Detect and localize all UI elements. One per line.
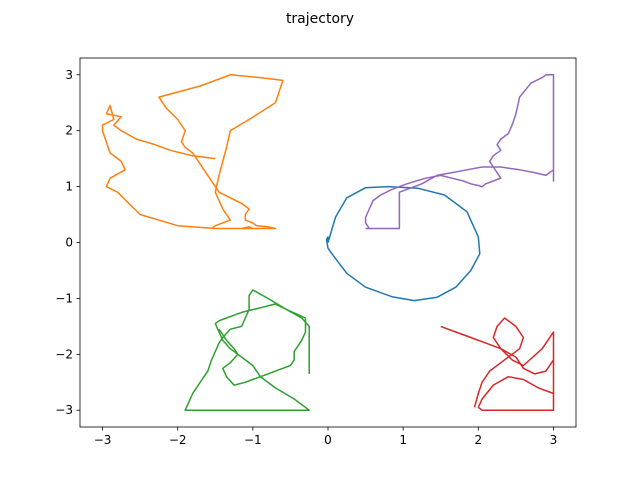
y-tick-label: −3 — [55, 403, 73, 417]
series-line-4 — [440, 317, 555, 411]
series-line-2 — [101, 74, 284, 230]
y-tick-label: −2 — [55, 347, 73, 361]
x-tick-label: −2 — [169, 433, 187, 447]
x-tick-label: −1 — [244, 433, 262, 447]
y-tick-label: 2 — [65, 124, 73, 138]
y-tick-label: −1 — [55, 291, 73, 305]
series-line-1 — [325, 185, 481, 302]
series-line-5 — [364, 74, 555, 230]
x-tick-label: 2 — [474, 433, 482, 447]
series-line-3 — [184, 289, 310, 411]
x-tick-label: −3 — [94, 433, 112, 447]
y-tick-label: 0 — [65, 236, 73, 250]
x-tick-label: 3 — [550, 433, 558, 447]
y-tick-label: 1 — [65, 180, 73, 194]
x-tick-label: 1 — [399, 433, 407, 447]
x-tick-label: 0 — [324, 433, 332, 447]
chart-title: trajectory — [286, 11, 354, 27]
y-tick-label: 3 — [65, 68, 73, 82]
